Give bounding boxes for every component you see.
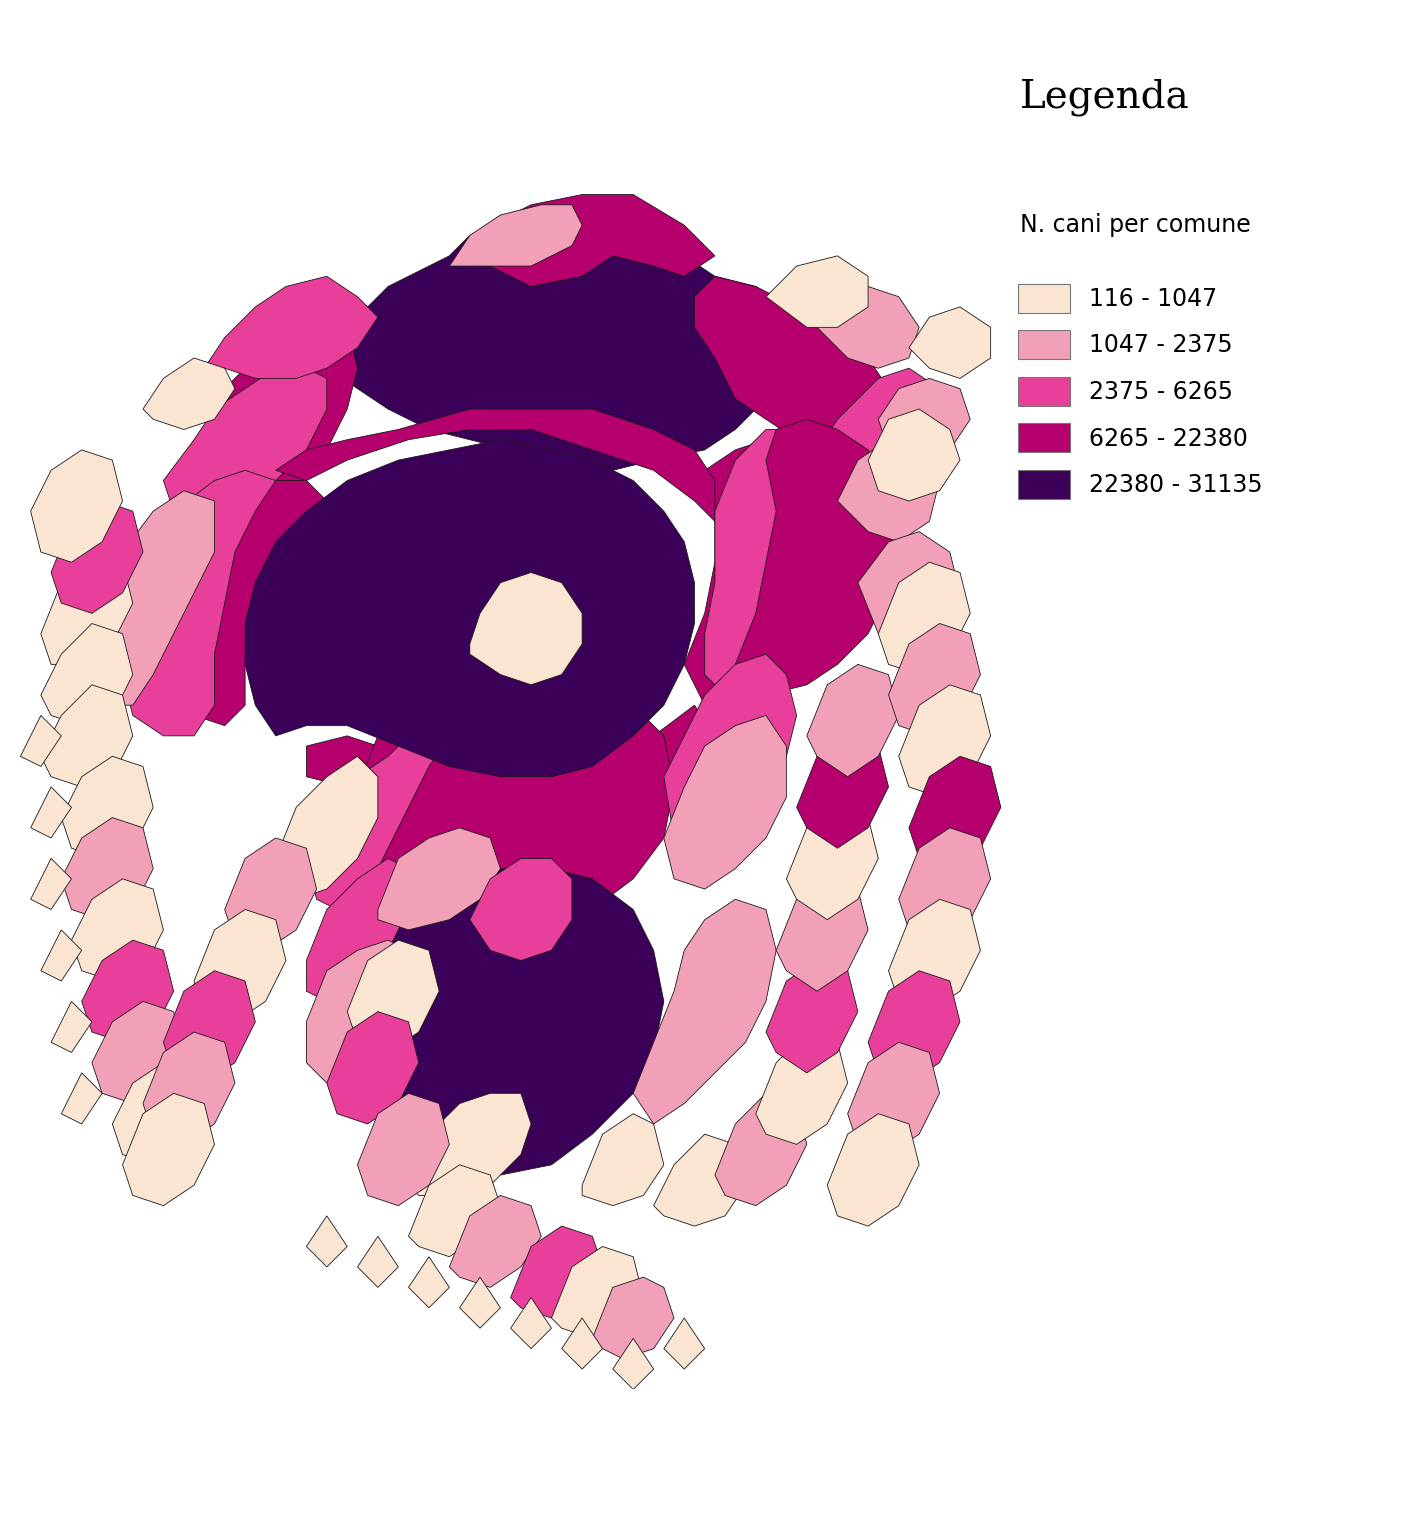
Polygon shape: [20, 716, 61, 766]
Polygon shape: [307, 858, 408, 1001]
Polygon shape: [562, 1318, 602, 1369]
Polygon shape: [909, 756, 1000, 869]
Polygon shape: [664, 1318, 705, 1369]
Polygon shape: [796, 736, 889, 848]
Polygon shape: [878, 563, 970, 675]
Polygon shape: [511, 1297, 551, 1349]
Polygon shape: [868, 970, 960, 1084]
Polygon shape: [878, 379, 970, 460]
Polygon shape: [715, 1093, 806, 1205]
Polygon shape: [848, 1042, 939, 1154]
Polygon shape: [357, 1093, 450, 1205]
Polygon shape: [204, 317, 357, 501]
Polygon shape: [378, 828, 501, 931]
Polygon shape: [30, 786, 71, 839]
Polygon shape: [307, 705, 450, 909]
Polygon shape: [695, 276, 889, 449]
Polygon shape: [806, 664, 899, 777]
Polygon shape: [705, 429, 838, 705]
Polygon shape: [459, 195, 715, 287]
Polygon shape: [307, 940, 408, 1084]
Polygon shape: [194, 909, 285, 1023]
Polygon shape: [612, 205, 664, 236]
Polygon shape: [91, 1001, 184, 1104]
Polygon shape: [357, 675, 674, 920]
Polygon shape: [61, 1073, 103, 1124]
Polygon shape: [450, 1196, 541, 1288]
Polygon shape: [61, 756, 153, 858]
Polygon shape: [582, 1114, 664, 1205]
Polygon shape: [469, 572, 582, 685]
Polygon shape: [327, 236, 818, 471]
Polygon shape: [909, 307, 990, 379]
Polygon shape: [327, 1012, 418, 1124]
Polygon shape: [828, 1114, 919, 1226]
Polygon shape: [511, 1226, 602, 1318]
Polygon shape: [899, 685, 990, 797]
Polygon shape: [81, 491, 214, 705]
Polygon shape: [143, 359, 235, 429]
Polygon shape: [81, 940, 174, 1042]
Polygon shape: [224, 839, 317, 950]
Polygon shape: [408, 1093, 531, 1196]
Polygon shape: [858, 532, 960, 644]
Polygon shape: [275, 756, 378, 900]
Polygon shape: [174, 480, 327, 725]
Polygon shape: [868, 409, 960, 501]
Polygon shape: [30, 449, 123, 563]
Polygon shape: [41, 931, 81, 981]
Text: N. cani per comune: N. cani per comune: [1020, 213, 1251, 238]
Polygon shape: [592, 1277, 674, 1358]
Polygon shape: [51, 501, 143, 613]
Polygon shape: [756, 1032, 848, 1144]
Polygon shape: [71, 878, 164, 981]
Polygon shape: [889, 900, 980, 1012]
Polygon shape: [612, 1338, 654, 1389]
Polygon shape: [347, 940, 440, 1053]
Polygon shape: [450, 205, 582, 267]
Polygon shape: [766, 256, 868, 328]
Polygon shape: [735, 419, 899, 694]
Polygon shape: [123, 1093, 214, 1205]
Legend: 116 - 1047, 1047 - 2375, 2375 - 6265, 6265 - 22380, 22380 - 31135: 116 - 1047, 1047 - 2375, 2375 - 6265, 62…: [1010, 277, 1270, 506]
Polygon shape: [889, 624, 980, 736]
Polygon shape: [123, 521, 214, 624]
Polygon shape: [164, 970, 255, 1084]
Polygon shape: [41, 552, 133, 664]
Polygon shape: [307, 705, 715, 808]
Polygon shape: [899, 828, 990, 940]
Polygon shape: [786, 808, 878, 920]
Polygon shape: [307, 1216, 347, 1266]
Polygon shape: [634, 900, 776, 1124]
Polygon shape: [41, 624, 133, 725]
Polygon shape: [685, 440, 838, 716]
Polygon shape: [204, 276, 378, 379]
Polygon shape: [818, 287, 919, 368]
Polygon shape: [275, 409, 715, 521]
Polygon shape: [551, 1246, 644, 1338]
Polygon shape: [818, 368, 950, 480]
Polygon shape: [51, 1001, 91, 1053]
Polygon shape: [357, 869, 664, 1174]
Polygon shape: [143, 1032, 235, 1144]
Polygon shape: [61, 817, 153, 920]
Polygon shape: [245, 440, 695, 777]
Polygon shape: [664, 655, 796, 848]
Polygon shape: [164, 368, 327, 521]
Polygon shape: [459, 1277, 501, 1328]
Text: Legenda: Legenda: [1020, 78, 1190, 115]
Polygon shape: [776, 878, 868, 992]
Polygon shape: [357, 1236, 398, 1288]
Polygon shape: [408, 1165, 501, 1257]
Polygon shape: [766, 961, 858, 1073]
Polygon shape: [30, 858, 71, 909]
Polygon shape: [123, 471, 275, 736]
Polygon shape: [664, 716, 786, 889]
Polygon shape: [113, 1062, 204, 1165]
Polygon shape: [654, 1134, 745, 1226]
Polygon shape: [41, 685, 133, 786]
Polygon shape: [469, 858, 572, 961]
Polygon shape: [838, 440, 939, 541]
Polygon shape: [408, 1257, 450, 1308]
